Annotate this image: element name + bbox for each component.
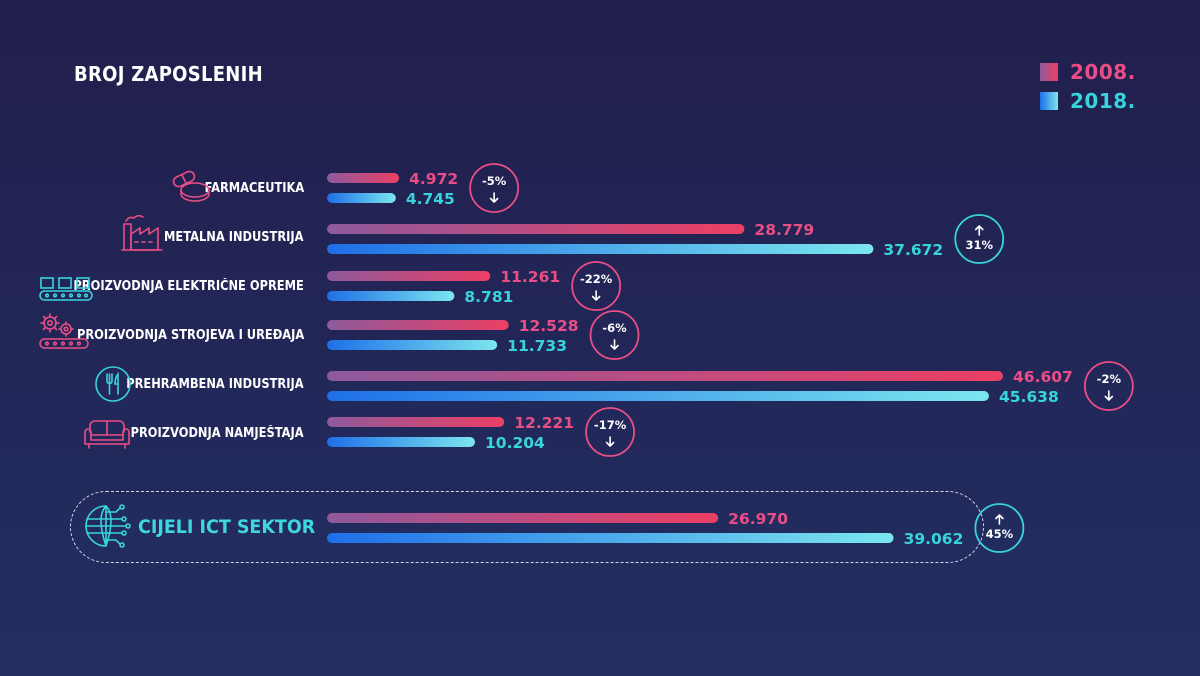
bar-2018-prehrambena-industrija [327,391,989,401]
change-badge-cijeli-ict-sektor [974,503,1025,553]
category-label-strojevi-uredaji: PROIZVODNJA STROJEVA I UREĐAJA [76,328,304,343]
change-value-farmaceutika: -5% [482,174,507,188]
category-label-elektricna-oprema: PROIZVODNJA ELEKTRIČNE OPREME [73,279,304,294]
globe-network-icon [85,504,131,548]
change-badge-metalna-industrija [954,214,1005,264]
change-value-proizvodnja-elektricne-opreme: -22% [580,272,613,286]
bar-2018-cijeli-ict-sektor [327,533,894,543]
ict-total-label: CIJELI ICT SEKTOR [138,516,316,538]
bar-2008-proizvodnja-namjestaja [327,417,505,427]
value-2018-farmaceutika: 4.745 [406,190,455,208]
value-2018-metalna-industrija: 37.672 [883,241,943,259]
value-2008-proizvodnja-elektricne-opreme: 11.261 [500,268,560,286]
bar-2018-metalna-industrija [327,244,874,254]
ict-total-frame [70,491,984,563]
legend-label-2018: 2018. [1070,89,1136,113]
value-2008-metalna-industrija: 28.779 [754,221,814,239]
bar-2008-metalna-industrija [327,224,745,234]
bar-2008-cijeli-ict-sektor [327,513,719,523]
value-2008-proizvodnja-namjestaja: 12.221 [514,414,574,432]
factory-icon [121,214,163,251]
change-badge-proizvodnja-strojeva-i-ure-aja [589,310,640,360]
chart-title: BROJ ZAPOSLENIH [74,62,263,86]
conveyor-icon [39,277,93,301]
bar-2018-proizvodnja-strojeva-i-ure-aja [327,340,498,350]
arrow-down-icon-farmaceutika [489,192,499,203]
legend-swatch-2008 [1040,63,1058,81]
value-2018-cijeli-ict-sektor: 39.062 [904,530,964,548]
bar-2008-proizvodnja-elektricne-opreme [327,271,491,281]
change-badge-prehrambena-industrija [1083,361,1134,411]
legend-swatch-2018 [1040,92,1058,110]
arrow-down-icon-prehrambena-industrija [1104,390,1114,401]
value-2018-proizvodnja-strojeva-i-ure-aja: 11.733 [507,337,567,355]
bar-2018-proizvodnja-elektricne-opreme [327,291,455,301]
value-2008-proizvodnja-strojeva-i-ure-aja: 12.528 [519,317,579,335]
value-2018-proizvodnja-elektricne-opreme: 8.781 [464,288,513,306]
bar-2008-proizvodnja-strojeva-i-ure-aja [327,320,509,330]
change-value-metalna-industrija: 31% [965,238,993,252]
category-label-farmaceutika: FARMACEUTIKA [204,181,304,196]
change-value-prehrambena-industrija: -2% [1097,372,1122,386]
change-value-proizvodnja-strojeva-i-ure-aja: -6% [602,321,627,335]
sofa-icon [84,420,130,449]
change-value-cijeli-ict-sektor: 45% [986,527,1014,541]
value-2018-prehrambena-industrija: 45.638 [999,388,1059,406]
gears-icon [39,313,89,349]
category-label-metalna-industrija: METALNA INDUSTRIJA [164,230,304,245]
arrow-down-icon-proizvodnja-namjestaja [605,436,615,447]
bar-2008-farmaceutika [327,173,400,183]
value-2008-cijeli-ict-sektor: 26.970 [728,510,788,528]
pill-icon [172,170,210,202]
category-label-namjestaj: PROIZVODNJA NAMJEŠTAJA [130,426,304,441]
bar-2018-proizvodnja-namjestaja [327,437,476,447]
arrow-up-icon-metalna-industrija [974,225,984,236]
change-value-proizvodnja-namjestaja: -17% [594,418,627,432]
change-badge-proizvodnja-namjestaja [585,407,635,457]
bar-2008-prehrambena-industrija [327,371,1003,381]
legend-label-2008: 2008. [1070,60,1136,84]
legend-item-2018: 2018. [1040,89,1136,113]
arrow-down-icon-proizvodnja-strojeva-i-ure-aja [610,339,619,350]
change-badge-proizvodnja-elektricne-opreme [571,261,622,311]
value-2018-proizvodnja-namjestaja: 10.204 [485,434,545,452]
legend-item-2008: 2008. [1040,60,1136,84]
cutlery-icon [95,366,131,402]
value-2008-farmaceutika: 4.972 [409,170,458,188]
value-2008-prehrambena-industrija: 46.607 [1013,368,1073,386]
arrow-up-icon-cijeli-ict-sektor [995,514,1004,525]
bar-2018-farmaceutika [327,193,396,203]
change-badge-farmaceutika [469,163,520,213]
category-label-prehrambena: PREHRAMBENA INDUSTRIJA [126,377,304,392]
arrow-down-icon-proizvodnja-elektricne-opreme [591,290,601,301]
